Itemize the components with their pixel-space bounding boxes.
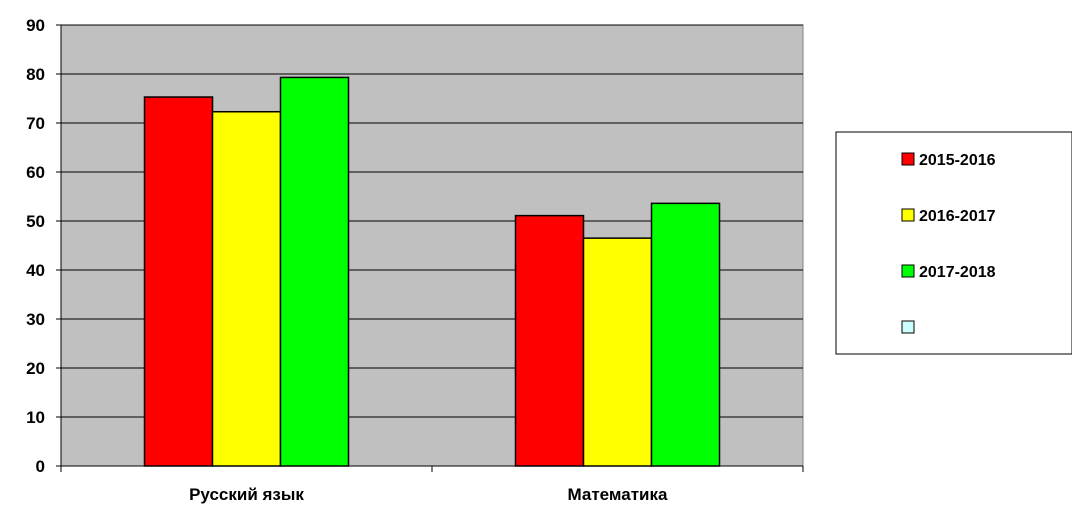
y-tick-label: 30: [26, 310, 45, 329]
legend-label: 2016-2017: [919, 208, 996, 225]
legend: 2015-2016 2016-2017 2017-2018: [835, 131, 1072, 355]
y-tick-label: 60: [26, 163, 45, 182]
y-tick-label: 10: [26, 408, 45, 427]
y-axis-ticks: 0 10 20 30 40 50 60 70 80 90: [26, 16, 61, 476]
bar-2015-2016-1: [514, 214, 585, 467]
legend-box: [835, 131, 1072, 355]
bar-2017-2018-0: [279, 76, 350, 467]
y-tick-label: 50: [26, 212, 45, 231]
legend-label: 2017-2018: [919, 264, 996, 281]
legend-label: 2015-2016: [919, 152, 996, 169]
bar-2016-2017-0: [211, 110, 282, 467]
x-axis-ticks: Русский язык Математика: [60, 466, 804, 504]
y-tick-label: 40: [26, 261, 45, 280]
legend-swatch: [901, 208, 915, 222]
y-tick-label: 90: [26, 16, 45, 35]
bar-2015-2016-0: [143, 96, 214, 467]
bar-2017-2018-1: [650, 202, 721, 467]
x-category-label: Математика: [568, 485, 668, 504]
bars: [143, 76, 721, 467]
legend-swatch: [901, 320, 915, 334]
bar-2016-2017-1: [582, 237, 653, 467]
y-tick-label: 80: [26, 65, 45, 84]
y-tick-label: 70: [26, 114, 45, 133]
legend-swatch: [901, 152, 915, 166]
y-tick-label: 20: [26, 359, 45, 378]
x-category-label: Русский язык: [189, 485, 304, 504]
legend-swatch: [901, 264, 915, 278]
y-tick-label: 0: [36, 457, 45, 476]
